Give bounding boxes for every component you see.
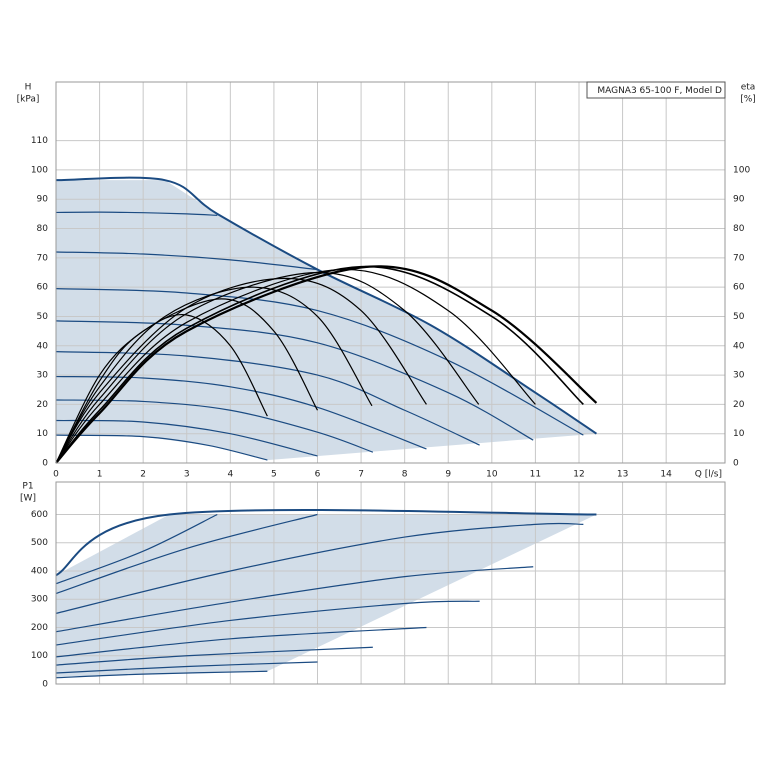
y-tick-label: 110 xyxy=(31,136,48,146)
x-tick-label: 12 xyxy=(573,470,584,480)
x-axis-label: Q [l/s] xyxy=(695,470,722,480)
x-tick-label: 2 xyxy=(140,470,146,480)
curve xyxy=(55,288,584,436)
y-tick-label: 100 xyxy=(31,165,48,175)
curve xyxy=(55,600,480,646)
y-tick-label: 60 xyxy=(37,283,49,293)
curve xyxy=(55,670,268,679)
y2-tick-label: 70 xyxy=(733,253,745,263)
x-tick-label: 3 xyxy=(184,470,190,480)
y-axis-label: H xyxy=(25,83,32,93)
x-tick-label: 7 xyxy=(358,470,364,480)
curve xyxy=(55,513,218,585)
y2-tick-label: 90 xyxy=(733,195,745,205)
curve xyxy=(55,251,318,271)
efficiency-curve xyxy=(55,268,536,464)
x-tick-label: 11 xyxy=(530,470,541,480)
efficiency-curve xyxy=(55,277,427,464)
y-tick-label: 10 xyxy=(37,429,49,439)
curve xyxy=(55,320,534,441)
y-tick-label: 300 xyxy=(31,595,48,605)
y2-tick-label: 0 xyxy=(733,459,739,469)
efficiency-curve xyxy=(55,286,373,464)
operating-area xyxy=(56,180,597,461)
title-box xyxy=(586,81,726,99)
curve xyxy=(55,375,427,450)
y2-tick-label: 30 xyxy=(733,371,745,381)
y2-tick-label: 40 xyxy=(733,341,745,351)
efficiency-curve xyxy=(55,265,584,464)
y-tick-label: 0 xyxy=(42,680,48,690)
y2-axis-unit: [%] xyxy=(740,95,756,105)
x-tick-label: 13 xyxy=(617,470,628,480)
y2-tick-label: 80 xyxy=(733,224,745,234)
efficiency-curve xyxy=(55,298,319,464)
y-tick-label: 30 xyxy=(37,371,49,381)
y-tick-label: 80 xyxy=(37,224,49,234)
efficiency-curve xyxy=(55,271,480,464)
y-tick-label: 40 xyxy=(37,341,49,351)
plot-frame xyxy=(55,481,726,685)
y-tick-label: 600 xyxy=(31,510,48,520)
efficiency-curve xyxy=(55,265,598,464)
plot xyxy=(55,82,725,464)
y2-tick-label: 50 xyxy=(733,312,745,322)
y-tick-label: 200 xyxy=(31,623,48,633)
curve xyxy=(55,522,584,614)
y2-tick-label: 60 xyxy=(733,283,745,293)
curve xyxy=(55,434,268,461)
curve xyxy=(55,176,597,435)
x-tick-label: 8 xyxy=(402,470,408,480)
operating-area xyxy=(56,514,597,678)
y2-tick-label: 20 xyxy=(733,400,745,410)
y-tick-label: 20 xyxy=(37,400,49,410)
x-tick-label: 5 xyxy=(271,470,277,480)
x-tick-label: 6 xyxy=(315,470,321,480)
y-tick-label: 50 xyxy=(37,312,49,322)
y-axis-unit: [kPa] xyxy=(17,95,40,105)
y-tick-label: 500 xyxy=(31,538,48,548)
curve xyxy=(55,566,534,633)
curve xyxy=(55,508,597,577)
y-axis-label: P1 xyxy=(22,482,33,492)
y-axis-unit: [W] xyxy=(20,494,36,504)
x-tick-label: 4 xyxy=(227,470,233,480)
x-tick-label: 9 xyxy=(445,470,451,480)
y-tick-label: 400 xyxy=(31,566,48,576)
x-tick-label: 14 xyxy=(660,470,672,480)
curve xyxy=(55,211,218,216)
curve xyxy=(55,661,318,674)
y-tick-label: 0 xyxy=(42,459,48,469)
y-tick-label: 100 xyxy=(31,651,48,661)
y-tick-label: 90 xyxy=(37,195,49,205)
x-tick-label: 10 xyxy=(486,470,498,480)
y2-tick-label: 10 xyxy=(733,429,745,439)
plot-frame xyxy=(55,81,726,464)
y-tick-label: 70 xyxy=(37,253,49,263)
curve xyxy=(55,626,427,658)
curve xyxy=(55,646,373,666)
curve xyxy=(55,419,318,457)
y2-axis-label: eta xyxy=(741,83,756,93)
y2-tick-label: 100 xyxy=(733,165,750,175)
x-tick-label: 0 xyxy=(53,470,59,480)
x-tick-label: 1 xyxy=(97,470,103,480)
chart-title: MAGNA3 65-100 F, Model D xyxy=(597,86,722,96)
curve xyxy=(55,513,318,595)
